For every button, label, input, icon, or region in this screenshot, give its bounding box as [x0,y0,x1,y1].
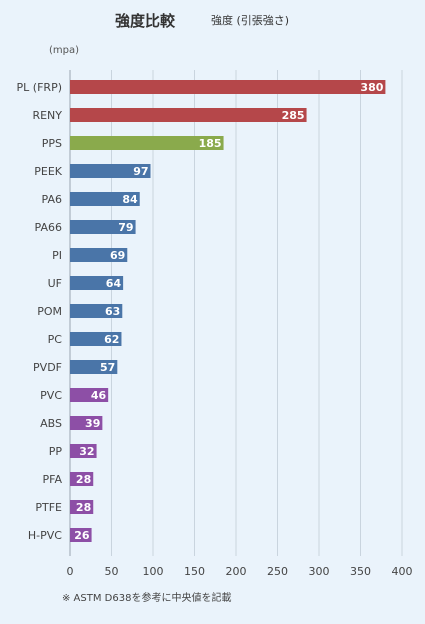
bar [70,220,136,234]
bar-value-label: 57 [100,361,115,374]
bar [70,248,128,262]
x-tick-label: 300 [309,565,330,578]
category-label: RENY [32,109,62,122]
bar [70,500,94,514]
category-label: PI [52,249,62,262]
bar-value-label: 63 [105,305,120,318]
category-label: PEEK [34,165,63,178]
x-tick-label: 350 [350,565,371,578]
bar [70,444,97,458]
bar [70,192,140,206]
category-label: PP [49,445,63,458]
footnote: ※ ASTM D638を参考に中央値を記載 [62,591,231,604]
bar-value-label: 185 [199,137,222,150]
bar-value-label: 285 [282,109,305,122]
x-tick-label: 200 [226,565,247,578]
category-label: PFA [43,473,63,486]
category-label: PA66 [35,221,62,234]
category-label: PTFE [35,501,62,514]
bar [70,164,151,178]
x-tick-label: 250 [267,565,288,578]
bar-value-label: 64 [106,277,122,290]
x-tick-label: 0 [67,565,74,578]
category-label: PL (FRP) [17,81,62,94]
bar [70,360,118,374]
chart-subtitle: 強度 (引張強さ) [211,13,289,27]
bar-value-label: 26 [74,529,90,542]
bar-value-label: 79 [118,221,133,234]
bar-value-label: 97 [133,165,148,178]
x-tick-label: 100 [143,565,164,578]
x-axis-ticks: 0 50 100 150 200 250 300 350 400 [67,565,413,578]
x-tick-label: 50 [105,565,119,578]
bar [70,136,224,150]
bar [70,304,123,318]
category-label: ABS [40,417,62,430]
category-label: UF [48,277,62,290]
bar-value-label: 28 [76,501,91,514]
category-label: PPS [42,137,62,150]
category-label: PVDF [33,361,62,374]
bar [70,472,94,486]
bar-value-label: 39 [85,417,100,430]
bar [70,332,122,346]
unit-label: (mpa) [49,45,79,56]
category-labels: PL (FRP) RENY PPS PEEK PA6 PA66 PI UF POM PC PVDF P… [17,81,63,542]
bars: 380 285 185 97 84 79 69 64 63 62 57 46 39 32 28 28 26 [70,80,386,542]
bar [70,528,92,542]
x-tick-label: 150 [184,565,205,578]
chart-title: 強度比較 [115,12,176,30]
bar-value-label: 380 [360,81,383,94]
bar-value-label: 69 [110,249,125,262]
category-label: PA6 [42,193,62,206]
bar [70,276,124,290]
gridlines [69,70,403,556]
x-tick-label: 400 [392,565,413,578]
bar-value-label: 32 [79,445,94,458]
bar-value-label: 46 [91,389,107,402]
bar-value-label: 28 [76,473,91,486]
category-label: POM [37,305,62,318]
bar-value-label: 84 [122,193,138,206]
bar [70,416,103,430]
bar-value-label: 62 [104,333,119,346]
bar [70,108,307,122]
bar [70,80,386,94]
bar [70,388,109,402]
category-label: PVC [40,389,62,402]
category-label: PC [48,333,63,346]
category-label: H-PVC [28,529,62,542]
